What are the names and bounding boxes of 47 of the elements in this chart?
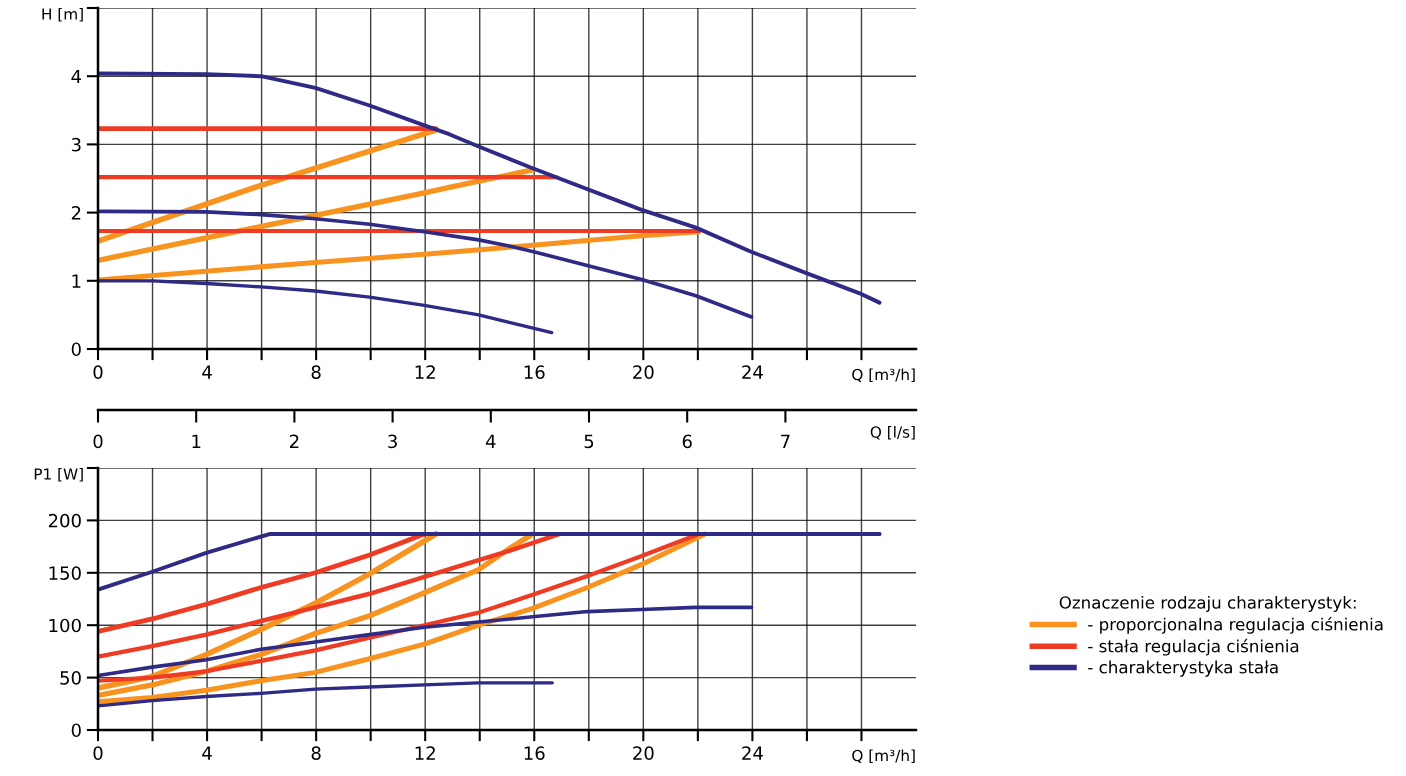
x2-tick-label: 7: [781, 434, 790, 448]
legend-label: - charakterystyka stała: [1088, 660, 1278, 677]
legend-label: - stała regulacja ciśnienia: [1088, 638, 1299, 656]
legend-label: - proporcjonalna regulacja ciśnienia: [1088, 617, 1383, 634]
x2-tick-label: 2: [289, 434, 299, 448]
line-series: [98, 532, 882, 592]
x2-tick-label: 5: [584, 434, 594, 449]
line-series: [98, 605, 754, 678]
x-tick-label: 8: [311, 365, 321, 379]
y-tick-label: 50: [60, 671, 81, 685]
x2-tick-label: 0: [93, 434, 103, 449]
x-tick-label: 8: [311, 746, 321, 760]
y-tick-label: 200: [48, 513, 81, 528]
x-tick-label: 12: [415, 365, 435, 379]
line-series: [98, 71, 882, 305]
x2-tick-label: 4: [485, 434, 496, 448]
y-tick-label: 100: [49, 618, 81, 633]
x2-tick-label: 1: [192, 434, 201, 448]
x-tick-label: 20: [633, 746, 654, 760]
x-tick-label: 4: [202, 746, 212, 760]
x-tick-label: 0: [93, 365, 103, 379]
x2-tick-label: 3: [388, 434, 397, 449]
legend-title: Oznaczenie rodzaju charakterystyk:: [1059, 595, 1356, 613]
x-tick-label: 16: [524, 365, 545, 379]
x-tick-label: 0: [93, 746, 103, 760]
y-axis-title: H [m]: [42, 8, 83, 22]
y-tick-label: 3: [71, 137, 81, 152]
y-axis-title: P1 [W]: [34, 468, 83, 482]
y-tick-label: 0: [71, 342, 81, 357]
y-tick-label: 150: [49, 566, 81, 580]
line-series: [98, 279, 554, 335]
x-tick-label: 24: [742, 365, 763, 379]
x2-tick-label: 6: [682, 434, 692, 449]
y-tick-label: 2: [71, 206, 81, 220]
line-series: [98, 681, 554, 708]
x-tick-label: 12: [415, 746, 435, 760]
x-axis-title: Q [m³/h]: [852, 368, 915, 383]
x-tick-label: 16: [524, 746, 545, 760]
y-tick-label: 1: [72, 274, 81, 288]
x-tick-label: 24: [742, 746, 763, 760]
x-tick-label: 4: [202, 365, 212, 379]
x-tick-label: 20: [633, 365, 654, 379]
line-series: [98, 209, 754, 319]
x2-axis-title: Q [l/s]: [870, 426, 915, 440]
y-tick-label: 0: [71, 723, 81, 738]
x-axis-title: Q [m³/h]: [852, 749, 915, 764]
y-tick-label: 4: [71, 69, 82, 84]
